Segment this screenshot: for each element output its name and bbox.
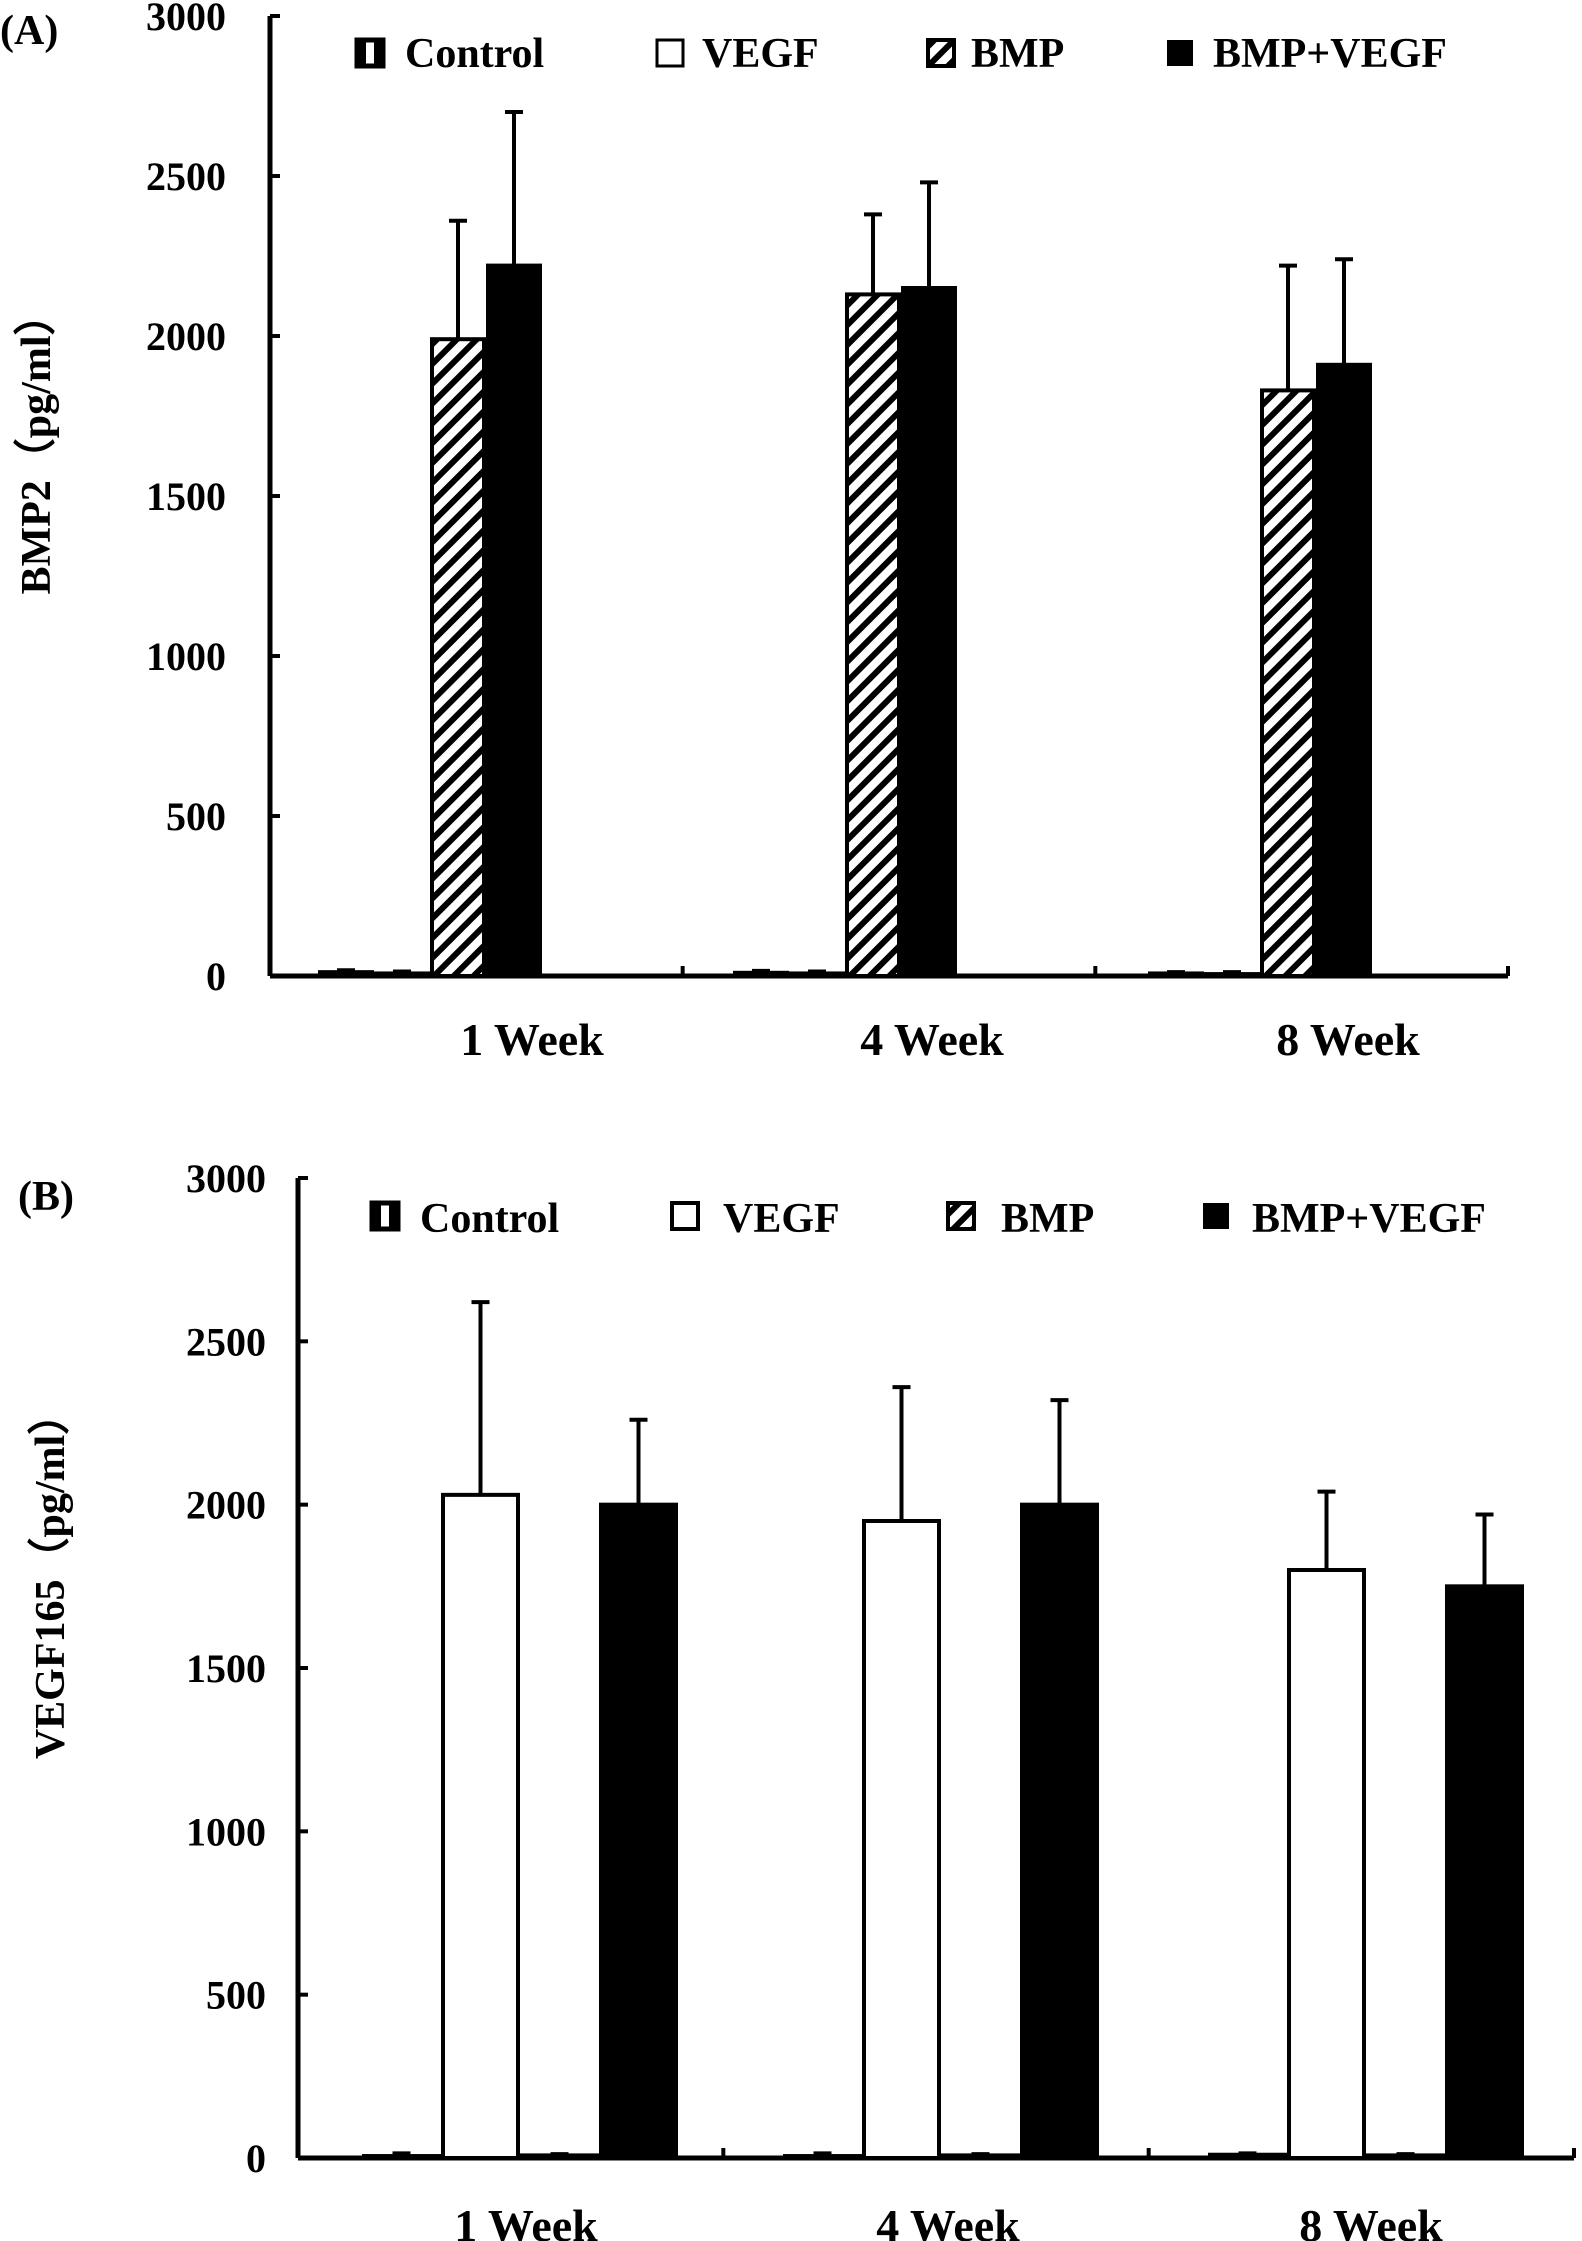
legend-label-control: Control (405, 31, 544, 77)
bar-bmp-vegf (486, 263, 542, 979)
bar-vegf (1287, 1568, 1366, 2160)
legend-swatch-control-fill (372, 1203, 381, 1229)
legend-swatch-vegf (655, 38, 685, 68)
y-tick-label: 2500 (146, 154, 226, 199)
legend-label-vegf: VEGF (702, 31, 819, 77)
y-tick-label: 1500 (146, 474, 226, 519)
y-tick-label: 500 (166, 794, 226, 839)
bar-vegf (374, 971, 430, 979)
y-tick-label: 0 (206, 954, 226, 999)
bar-vegf (1204, 972, 1260, 979)
bar-bmp-vegf (1445, 1584, 1524, 2161)
legend-swatch-bmp-vegf (1203, 1203, 1229, 1229)
legend-label-bmp: BMP (1001, 1196, 1094, 1242)
bar-bmp (430, 337, 486, 978)
x-category-label: 1 Week (460, 1014, 604, 1065)
bar-vegf (441, 1492, 520, 2161)
legend-label-bmp-vegf: BMP+VEGF (1252, 1196, 1486, 1242)
y-tick-label: 3000 (186, 1156, 266, 1201)
legend-label-bmp-vegf: BMP+VEGF (1213, 31, 1447, 77)
legend-swatch-control-fill (389, 1203, 398, 1229)
y-tick-label: 1500 (186, 1646, 266, 1691)
legend-item-bmp-vegf: BMP+VEGF (1167, 31, 1447, 77)
bar-bmp-vegf (901, 286, 957, 978)
bar-control (733, 970, 789, 978)
y-tick-label: 3000 (146, 0, 226, 39)
legend-swatch-vegf (670, 1201, 700, 1231)
legend-item-bmp-vegf: BMP+VEGF (1203, 1196, 1486, 1242)
legend-swatch-bmp-vegf (1167, 40, 1193, 66)
legend-item-vegf: VEGF (655, 31, 819, 77)
panel-a: (A) BMP2（pg/ml） 0 500 1000 1500 2000 2500 3000… (0, 0, 1510, 1065)
legend-item-control: Control (354, 31, 544, 77)
legend-swatch-bmp (926, 38, 956, 68)
bar-bmp (845, 292, 901, 978)
bar-vegf (862, 1519, 941, 2160)
bar-vegf (789, 971, 845, 979)
legend-label-control: Control (420, 1196, 559, 1242)
legend-swatch-control-fill (357, 40, 366, 66)
x-category-label: 4 Week (860, 1014, 1004, 1065)
x-category-label: 4 Week (876, 2200, 1020, 2241)
y-tick-label: 500 (206, 1973, 266, 2018)
panel-b-legend: Control VEGF BMP BMP+VEGF (369, 1196, 1486, 1242)
legend-label-bmp: BMP (971, 31, 1064, 77)
x-category-label: 8 Week (1276, 1014, 1420, 1065)
x-category-label: 1 Week (454, 2200, 598, 2241)
bar-control (783, 2154, 862, 2161)
y-tick-label: 1000 (186, 1809, 266, 1854)
bar-bmp (1260, 388, 1316, 978)
bar-bmp-vegf (599, 1502, 678, 2160)
bar-bmp-vegf (1316, 362, 1372, 978)
bar-bmp-vegf (1020, 1502, 1099, 2160)
bar-control (318, 970, 374, 978)
panel-a-label: (A) (0, 8, 58, 54)
x-category-label: 8 Week (1299, 2200, 1443, 2241)
legend-label-vegf: VEGF (723, 1196, 840, 1242)
y-tick-label: 2000 (146, 314, 226, 359)
legend-item-control: Control (369, 1196, 559, 1242)
panel-a-legend: Control VEGF BMP BMP+VEGF (354, 31, 1447, 77)
panel-b: (B) VEGF165（pg/ml） 0 500 1000 1500 2000 2500 3… (18, 1156, 1576, 2241)
y-tick-label: 0 (246, 2136, 266, 2181)
legend-item-vegf: VEGF (670, 1196, 840, 1242)
legend-swatch-bmp (946, 1201, 976, 1231)
panel-b-label: (B) (18, 1174, 74, 1220)
legend-item-bmp: BMP (926, 31, 1064, 77)
y-tick-label: 2000 (186, 1483, 266, 1528)
panel-a-y-axis-title: BMP2（pg/ml） (13, 294, 60, 595)
bar-control (362, 2154, 441, 2161)
panel-b-y-axis-title: VEGF165（pg/ml） (27, 1393, 74, 1759)
legend-swatch-control-fill (374, 40, 383, 66)
legend-item-bmp: BMP (946, 1196, 1094, 1242)
y-tick-label: 1000 (146, 634, 226, 679)
y-tick-label: 2500 (186, 1319, 266, 1364)
